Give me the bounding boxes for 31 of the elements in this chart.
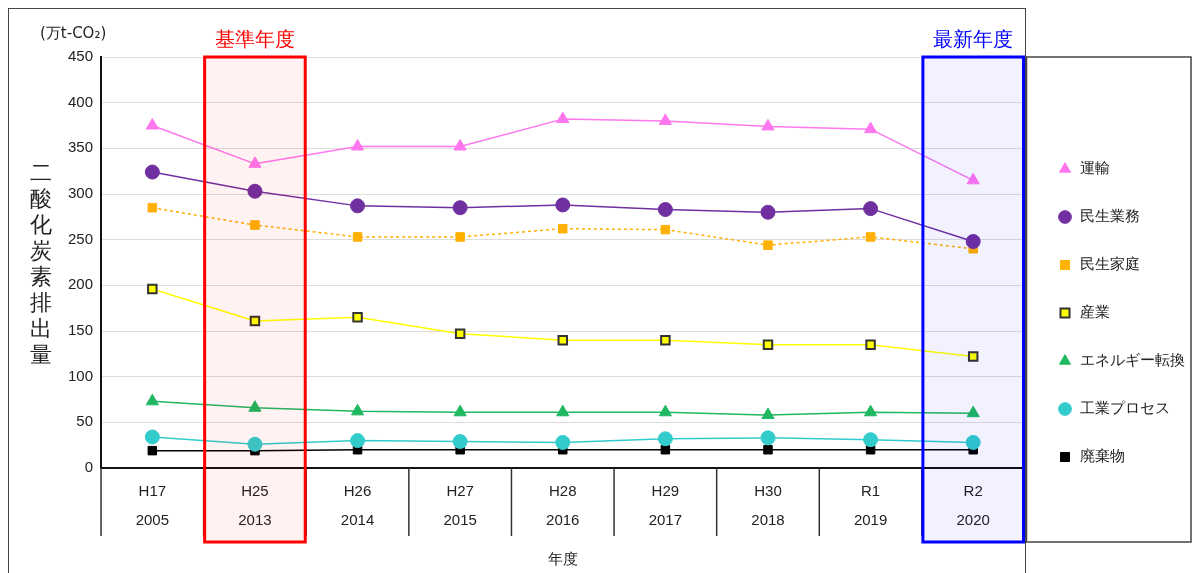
band-label: 基準年度	[214, 27, 295, 52]
legend-label: 民生業務	[1080, 207, 1140, 225]
x-tick-label: H26 2014	[340, 482, 375, 528]
x-tick-label: H29 2017	[648, 482, 683, 528]
x-tick-label: H28 2016	[546, 482, 580, 528]
legend-label: 運輸	[1080, 159, 1110, 177]
legend-label: 産業	[1080, 303, 1110, 321]
text: (万t-CO₂)	[40, 24, 107, 43]
y-tick-label: 0	[84, 458, 94, 476]
x-tick-label: R1 2019	[853, 482, 888, 528]
y-tick-label: 450	[68, 47, 94, 65]
y-tick-label: 200	[68, 275, 94, 293]
legend-label: エネルギー転換	[1080, 351, 1185, 369]
x-tick-label: H25 2013	[238, 482, 272, 528]
legend-label: 工業プロセス	[1080, 399, 1170, 417]
y-tick-label: 350	[68, 138, 94, 156]
y-tick-label: 400	[68, 92, 94, 110]
y-tick-label: 150	[68, 321, 94, 339]
x-tick-label: R2 2020	[956, 482, 990, 528]
legend-label: 民生家庭	[1080, 255, 1140, 273]
y-tick-label: 300	[68, 184, 94, 202]
y-tick-label: 50	[76, 412, 94, 430]
legend-label: 廃棄物	[1080, 447, 1125, 465]
y-tick-label: 250	[68, 229, 94, 247]
y-tick-label: 100	[68, 366, 94, 384]
x-tick-label: H27 2015	[443, 482, 477, 528]
x-axis-title: 年度	[547, 550, 578, 568]
band-label: 最新年度	[933, 27, 1014, 52]
x-tick-label: H17 2005	[135, 482, 170, 528]
y-axis-title: 二酸化炭素排出量	[30, 160, 53, 368]
x-tick-label: H30 2018	[751, 482, 785, 528]
